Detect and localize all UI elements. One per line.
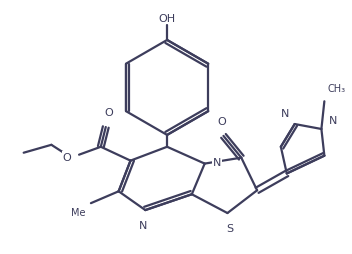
Text: O: O	[104, 108, 113, 118]
Text: CH₃: CH₃	[327, 84, 345, 94]
Text: Me: Me	[70, 207, 85, 217]
Text: OH: OH	[158, 14, 176, 24]
Text: O: O	[217, 117, 226, 126]
Text: N: N	[213, 157, 221, 167]
Text: N: N	[139, 220, 147, 230]
Text: N: N	[329, 116, 338, 125]
Text: N: N	[281, 109, 289, 119]
Text: O: O	[62, 152, 71, 162]
Text: S: S	[226, 223, 233, 233]
